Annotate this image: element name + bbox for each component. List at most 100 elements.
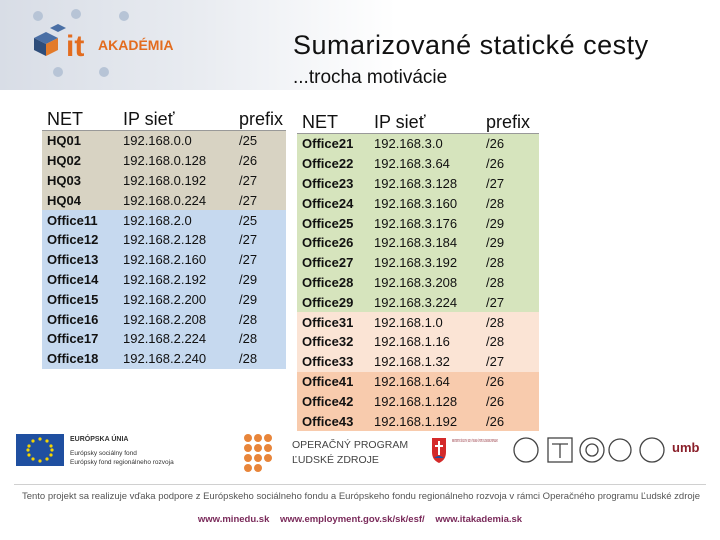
net-cell: Office13: [47, 252, 99, 268]
column-header-ip: IP sieť: [369, 107, 481, 134]
table-row: HQ03 192.168.0.192/27: [42, 170, 286, 191]
prefix-cell: /27: [239, 172, 258, 188]
ministry-text: MINISTERSTVO ŠKOLSTVA, VEDY, VÝSKUMU A Š…: [452, 438, 498, 443]
table-row: Office42 192.168.1.128/26: [297, 391, 539, 412]
net-cell: Office33: [302, 354, 354, 370]
prefix-cell: /27: [239, 232, 258, 248]
link-minedu[interactable]: www.minedu.sk: [197, 514, 270, 525]
table-row: Office27 192.168.3.192/28: [297, 252, 539, 273]
prefix-cell: /29: [486, 235, 505, 251]
table-row: Office26 192.168.3.184/29: [297, 232, 539, 253]
eu-line-1: Európsky sociálny fond: [70, 450, 137, 457]
table-row: Office18 192.168.2.240/28: [42, 348, 286, 369]
table-row: Office12 192.168.2.128/27: [42, 229, 286, 250]
ip-cell: 192.168.1.0: [374, 314, 443, 330]
ip-cell: 192.168.3.128: [374, 175, 458, 191]
prefix-cell: /26: [486, 136, 505, 152]
link-employment[interactable]: www.employment.gov.sk/sk/esf/: [280, 514, 425, 525]
table-row: Office43 192.168.1.192/26: [297, 411, 539, 431]
footer-divider: [14, 484, 706, 485]
ip-cell: 192.168.3.160: [374, 195, 458, 211]
net-cell: HQ04: [47, 192, 81, 208]
net-cell: Office16: [47, 311, 99, 327]
ip-cell: 192.168.1.192: [374, 413, 458, 429]
ip-cell: 192.168.2.200: [123, 291, 207, 307]
table-row: Office33 192.168.1.32/27: [297, 351, 539, 372]
ip-cell: 192.168.3.208: [374, 274, 458, 290]
ip-cell: 192.168.0.0: [123, 133, 192, 149]
ip-cell: 192.168.1.32: [374, 354, 450, 370]
ip-cell: 192.168.1.64: [374, 373, 450, 389]
slovak-coat-of-arms-icon: [432, 438, 446, 463]
op-line-1: OPERAČNÝ PROGRAM: [292, 438, 408, 451]
ip-cell: 192.168.2.240: [123, 351, 207, 367]
ip-cell: 192.168.3.184: [374, 235, 458, 251]
table-row: Office22 192.168.3.64/26: [297, 153, 539, 174]
prefix-cell: /27: [486, 354, 505, 370]
eu-title: EURÓPSKA ÚNIA: [70, 434, 128, 443]
table-row: Office11 192.168.2.0/25: [42, 210, 286, 230]
slide-title: Sumarizované statické cesty: [293, 30, 649, 60]
net-cell: HQ03: [47, 172, 81, 188]
ip-cell: 192.168.3.64: [374, 156, 450, 172]
column-header-net: NET: [42, 104, 118, 131]
net-cell: Office22: [302, 156, 354, 172]
logo-mark: it: [66, 30, 84, 63]
prefix-cell: /26: [486, 393, 505, 409]
ip-cell: 192.168.3.0: [374, 136, 443, 152]
prefix-cell: /29: [239, 291, 258, 307]
footer-logos: EURÓPSKA ÚNIA Európsky sociálny fond Eur…: [16, 434, 700, 472]
prefix-cell: /27: [486, 175, 505, 191]
net-cell: Office27: [302, 255, 354, 271]
table-row: Office24 192.168.3.160/28: [297, 193, 539, 214]
table-header-row: NET IP sieť prefix: [42, 104, 286, 131]
table-row: Office21 192.168.3.0/26: [297, 133, 539, 154]
prefix-cell: /29: [239, 271, 258, 287]
table-row: Office13 192.168.2.160/27: [42, 249, 286, 270]
net-cell: Office43: [302, 413, 354, 429]
net-cell: HQ01: [47, 133, 81, 149]
ip-cell: 192.168.3.176: [374, 215, 458, 231]
ip-cell: 192.168.2.192: [123, 271, 207, 287]
link-itakademia[interactable]: www.itakademia.sk: [435, 514, 523, 525]
column-header-prefix: prefix: [481, 107, 539, 134]
table-row: Office17 192.168.2.224/28: [42, 328, 286, 349]
prefix-cell: /28: [486, 314, 505, 330]
prefix-cell: /25: [239, 212, 258, 228]
funding-statement: Tento projekt sa realizuje vďaka podpore…: [21, 491, 701, 502]
partner-logo-icons: [513, 437, 665, 463]
prefix-cell: /26: [486, 156, 505, 172]
net-cell: Office41: [302, 373, 354, 389]
prefix-cell: /28: [239, 351, 258, 367]
ip-cell: 192.168.0.128: [123, 153, 207, 169]
umb-logo-text: umb: [672, 440, 700, 455]
right-network-table: NET IP sieť prefix Office21 192.168.3.0/2…: [297, 107, 539, 431]
ip-cell: 192.168.2.224: [123, 331, 207, 347]
prefix-cell: /26: [486, 413, 505, 429]
table-row: Office16 192.168.2.208/28: [42, 309, 286, 329]
table-row: Office23 192.168.3.128/27: [297, 173, 539, 194]
table-header-row: NET IP sieť prefix: [297, 107, 539, 134]
footer-links: www.minedu.sk www.employment.gov.sk/sk/e…: [0, 514, 720, 525]
net-cell: Office26: [302, 235, 354, 251]
ip-cell: 192.168.3.224: [374, 294, 458, 310]
prefix-cell: /26: [486, 373, 505, 389]
net-cell: Office12: [47, 232, 99, 248]
ip-cell: 192.168.2.128: [123, 232, 207, 248]
net-cell: Office17: [47, 331, 99, 347]
net-cell: Office32: [302, 334, 354, 350]
table-row: Office28 192.168.3.208/28: [297, 272, 539, 293]
net-cell: Office23: [302, 175, 354, 191]
net-cell: Office29: [302, 294, 354, 310]
ip-cell: 192.168.1.16: [374, 334, 450, 350]
prefix-cell: /27: [239, 192, 258, 208]
ip-cell: 192.168.0.224: [123, 192, 207, 208]
ip-cell: 192.168.2.208: [123, 311, 207, 327]
net-cell: Office21: [302, 136, 354, 152]
table-row: HQ01 192.168.0.0/25: [42, 130, 286, 151]
slide-subtitle: ...trocha motivácie: [293, 67, 448, 88]
ip-cell: 192.168.2.160: [123, 252, 207, 268]
net-cell: Office31: [302, 314, 354, 330]
net-cell: Office25: [302, 215, 354, 231]
table-row: Office14 192.168.2.192/29: [42, 269, 286, 290]
